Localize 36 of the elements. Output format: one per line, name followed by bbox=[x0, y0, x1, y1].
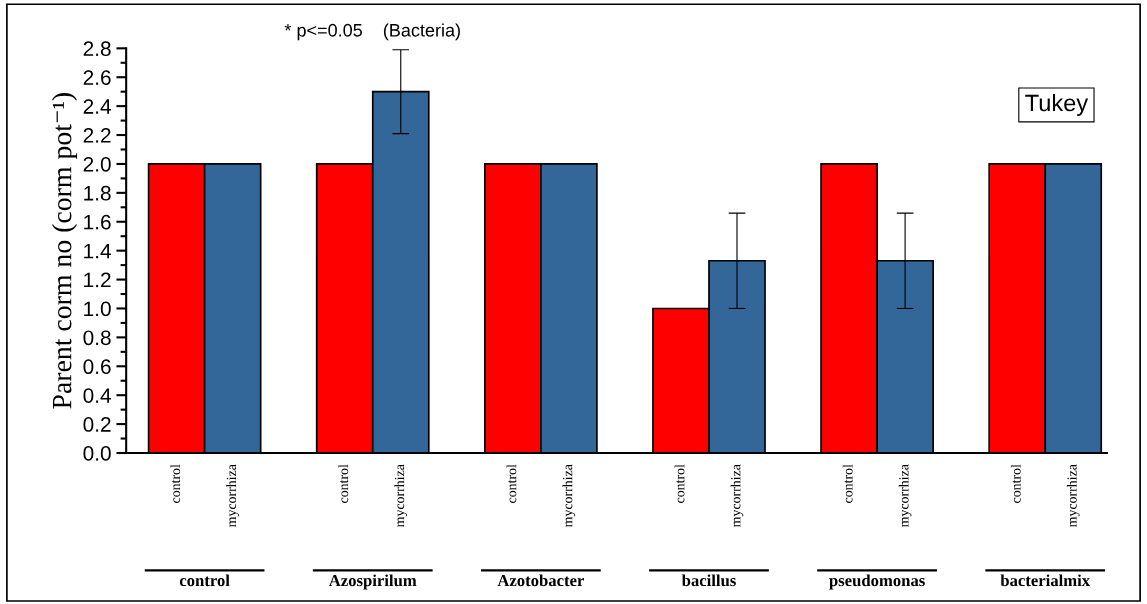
text: bacillus bbox=[681, 574, 736, 587]
y-tick-label: 0.2 bbox=[83, 417, 111, 432]
y-tick-label: 0.8 bbox=[83, 330, 111, 346]
text: pseudomonas bbox=[829, 574, 925, 590]
y-tick-label: 1.4 bbox=[84, 243, 111, 259]
x-tick-label: control bbox=[674, 464, 685, 503]
y-tick-label: 2.0 bbox=[83, 156, 111, 172]
x-tick-label: control bbox=[842, 464, 853, 503]
text: * p<=0.05 (Bacteria) bbox=[284, 23, 460, 41]
x-tick-label: mycorrhiza bbox=[730, 464, 744, 528]
x-tick-label: control bbox=[1010, 464, 1021, 503]
y-tick-label: 0.4 bbox=[83, 388, 111, 403]
y-tick-label: 2.4 bbox=[83, 99, 111, 114]
y-tick-label: 0.0 bbox=[83, 446, 111, 461]
x-tick-label: control bbox=[338, 464, 349, 503]
text: control bbox=[179, 574, 230, 587]
text: Azospirilum bbox=[328, 574, 417, 590]
y-tick-label: 2.2 bbox=[83, 128, 111, 143]
y-tick-label: 1.8 bbox=[84, 185, 111, 201]
x-tick-label: control bbox=[506, 464, 517, 503]
annotation: Tukey bbox=[1025, 93, 1089, 116]
y-tick-label: 1.2 bbox=[84, 272, 111, 288]
x-tick-label: mycorrhiza bbox=[394, 464, 408, 528]
x-tick-label: mycorrhiza bbox=[1066, 464, 1080, 528]
x-tick-label: mycorrhiza bbox=[226, 464, 239, 528]
y-tick-label: 2.8 bbox=[83, 41, 111, 57]
text: Azotobacter bbox=[497, 574, 584, 587]
x-tick-label: control bbox=[170, 464, 181, 503]
y-axis-title: Parent corm no (corm pot⁻¹) bbox=[51, 93, 78, 409]
y-tick-label: 1.0 bbox=[84, 301, 111, 317]
y-tick-label: 2.6 bbox=[83, 70, 111, 85]
y-tick-label: 0.6 bbox=[83, 359, 111, 375]
text: bacterialmix bbox=[1000, 574, 1091, 587]
x-tick-label: mycorrhiza bbox=[562, 464, 576, 528]
x-tick-label: mycorrhiza bbox=[898, 464, 912, 528]
y-tick-label: 1.6 bbox=[84, 214, 111, 230]
